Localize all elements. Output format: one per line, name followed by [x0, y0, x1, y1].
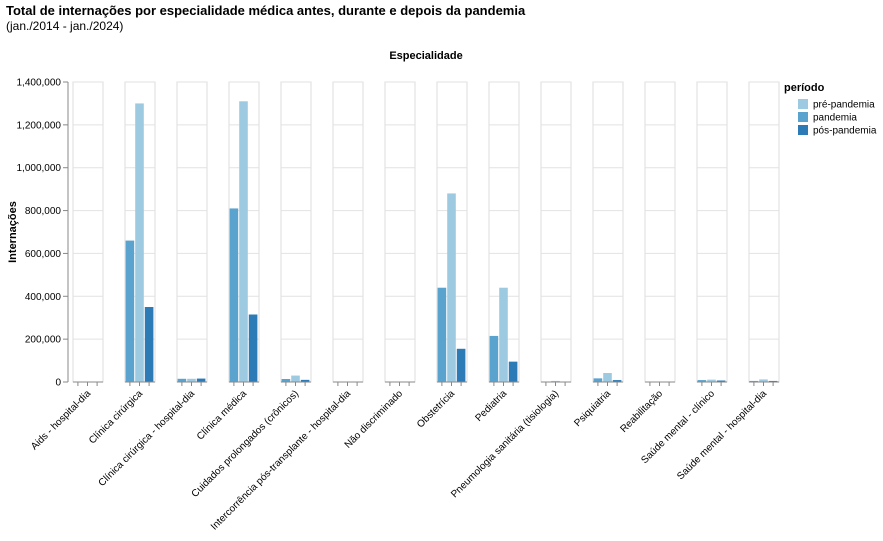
facet-panel: [176, 81, 208, 383]
bar[interactable]: [125, 240, 135, 382]
bar[interactable]: [707, 379, 716, 382]
bar[interactable]: [768, 380, 778, 382]
bar[interactable]: [135, 103, 144, 382]
bar[interactable]: [499, 287, 508, 382]
facet-panel: [592, 81, 624, 383]
bar[interactable]: [593, 378, 603, 382]
bar[interactable]: [291, 375, 300, 382]
bar[interactable]: [248, 314, 258, 383]
legend-title: período: [784, 82, 825, 94]
legend-label: pré-pandemia: [813, 100, 875, 111]
y-tick-label: 600,000: [25, 249, 62, 260]
chart-title: Total de internações por especialidade m…: [6, 3, 526, 18]
y-tick-label: 200,000: [25, 335, 62, 346]
category-label: Clínica médica: [195, 388, 249, 442]
legend-swatch: [798, 112, 808, 122]
facet-panel: [540, 81, 572, 383]
facet-panel: [644, 81, 676, 383]
category-label: Clínica cirúrgica: [87, 388, 145, 446]
bar[interactable]: [196, 378, 206, 382]
bar[interactable]: [612, 380, 622, 382]
category-label: Pediatria: [473, 388, 509, 424]
category-label: Psiquiatria: [572, 388, 613, 429]
bar[interactable]: [447, 193, 456, 382]
category-label: Aids - hospital-dia: [29, 388, 93, 452]
legend-swatch: [798, 125, 808, 135]
category-label: Reabilitação: [618, 388, 665, 435]
legend-label: pós-pandemia: [813, 126, 877, 137]
bar[interactable]: [489, 335, 499, 382]
category-label: Pneumologia sanitária (tisiologia): [449, 388, 561, 500]
bar[interactable]: [759, 379, 768, 382]
chart-subtitle: (jan./2014 - jan./2024): [6, 19, 124, 33]
y-tick-label: 1,000,000: [17, 163, 62, 174]
bar[interactable]: [437, 287, 447, 382]
bar[interactable]: [749, 380, 759, 382]
category-label: Cuidados prolongados (crônicos): [190, 388, 302, 500]
bar[interactable]: [229, 208, 239, 382]
facet-panel: [72, 81, 104, 383]
y-tick-label: 400,000: [25, 292, 62, 303]
bar[interactable]: [697, 380, 707, 382]
legend-label: pandemia: [813, 113, 857, 124]
facet-panel: [280, 81, 312, 383]
y-axis-label: Internações: [7, 201, 19, 263]
y-tick-label: 1,200,000: [17, 120, 62, 131]
facet-header-label: Especialidade: [389, 50, 462, 62]
bar[interactable]: [603, 373, 612, 382]
bar[interactable]: [281, 379, 291, 382]
facet-panel: [384, 81, 416, 383]
category-label: Obstetrícia: [415, 388, 457, 430]
facet-panel: [748, 81, 780, 383]
bar[interactable]: [508, 361, 518, 382]
y-tick-label: 1,400,000: [17, 78, 62, 89]
facet-panel: [696, 81, 728, 383]
facet-panel: [332, 81, 364, 383]
category-label: Saúde mental - hospital-dia: [675, 388, 769, 482]
bar[interactable]: [300, 379, 310, 382]
y-tick-label: 800,000: [25, 206, 62, 217]
bar[interactable]: [144, 307, 154, 382]
bar[interactable]: [239, 101, 248, 383]
y-tick-label: 0: [55, 378, 61, 389]
bar[interactable]: [716, 380, 726, 383]
category-label: Não discriminado: [343, 388, 406, 451]
bar[interactable]: [187, 378, 196, 382]
bar[interactable]: [551, 380, 560, 382]
bar[interactable]: [177, 378, 187, 382]
bar[interactable]: [456, 348, 466, 382]
legend-swatch: [798, 99, 808, 109]
category-label: Clínica cirúrgica - hospital-dia: [97, 388, 198, 489]
